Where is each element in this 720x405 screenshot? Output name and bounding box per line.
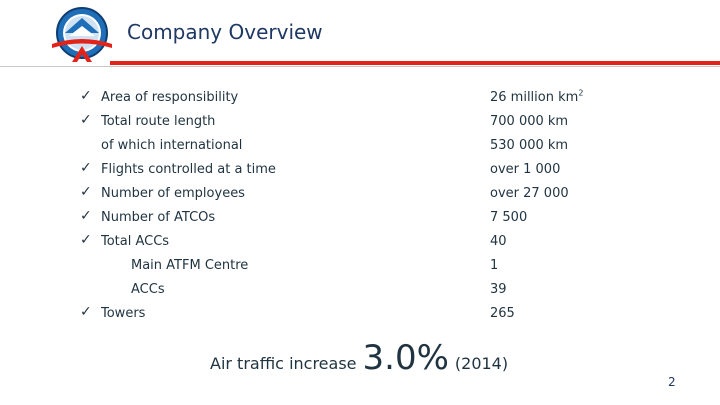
list-item: Main ATFM Centre 1: [0, 256, 720, 276]
list-item: ✓ Total route length 700 000 km: [0, 112, 720, 132]
item-value: over 1 000: [490, 162, 561, 177]
item-value: 26 million km2: [490, 88, 584, 105]
list-item: ✓ Flights controlled at a time over 1 00…: [0, 160, 720, 180]
check-icon: ✓: [80, 304, 92, 320]
list-item: ✓ Number of ATCOs 7 500: [0, 208, 720, 228]
header-divider-grey: [0, 66, 720, 67]
list-item: ACCs 39: [0, 280, 720, 300]
item-value: over 27 000: [490, 186, 569, 201]
page-number: 2: [668, 375, 676, 389]
item-value: 39: [490, 282, 507, 297]
item-value: 265: [490, 306, 515, 321]
check-icon: ✓: [80, 160, 92, 176]
item-value: 1: [490, 258, 499, 273]
item-label: Area of responsibility: [101, 90, 239, 105]
page-title: Company Overview: [127, 20, 323, 44]
item-label: Total ACCs: [101, 234, 170, 249]
list-item: ✓ Towers 265: [0, 304, 720, 324]
item-label: Number of ATCOs: [101, 210, 216, 225]
header-divider-red: [110, 61, 720, 65]
list-item: ✓ Total ACCs 40: [0, 232, 720, 252]
item-value: 40: [490, 234, 507, 249]
item-label: Number of employees: [101, 186, 245, 201]
summary-prefix: Air traffic increase: [210, 354, 357, 373]
check-icon: ✓: [80, 184, 92, 200]
item-label: Total route length: [101, 114, 216, 129]
item-label: Main ATFM Centre: [131, 258, 249, 273]
check-icon: ✓: [80, 232, 92, 248]
list-item: ✓ Number of employees over 27 000: [0, 184, 720, 204]
list-item: ✓ Area of responsibility 26 million km2: [0, 88, 720, 108]
item-label: Flights controlled at a time: [101, 162, 276, 177]
check-icon: ✓: [80, 88, 92, 104]
item-label: of which international: [101, 138, 243, 153]
summary-value: 3.0%: [362, 338, 449, 378]
item-label: ACCs: [131, 282, 165, 297]
check-icon: ✓: [80, 112, 92, 128]
air-traffic-summary: Air traffic increase 3.0% (2014): [210, 338, 508, 378]
company-logo: [52, 7, 112, 62]
item-value: 7 500: [490, 210, 528, 225]
summary-suffix: (2014): [454, 354, 509, 373]
superscript: 2: [578, 88, 584, 98]
item-label: Towers: [101, 306, 146, 321]
check-icon: ✓: [80, 208, 92, 224]
item-value: 530 000 km: [490, 138, 569, 153]
item-value: 700 000 km: [490, 114, 569, 129]
list-item: of which international 530 000 km: [0, 136, 720, 156]
